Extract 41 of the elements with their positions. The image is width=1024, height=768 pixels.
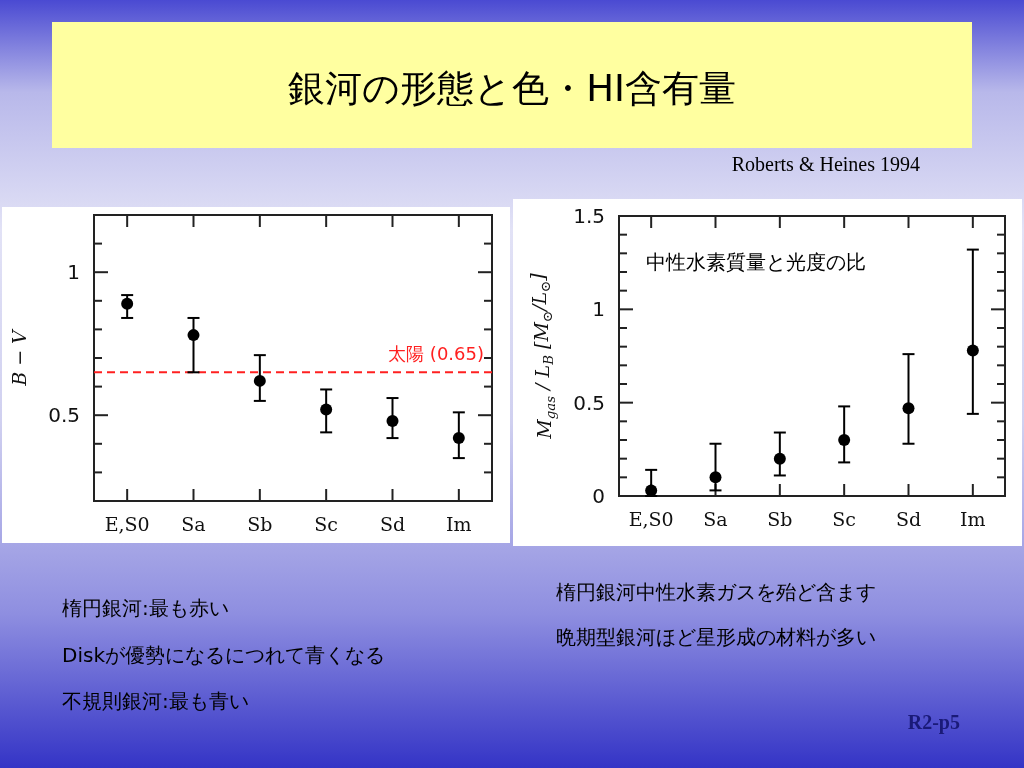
point <box>838 434 851 446</box>
point <box>902 402 915 415</box>
y-tick-label: 1 <box>592 297 605 322</box>
ref-line: 太陽 (0.65) <box>93 343 493 374</box>
point <box>773 452 786 465</box>
point <box>386 414 399 427</box>
y-tick-label: 0.5 <box>48 403 80 428</box>
x-tick-label: Sa <box>181 513 206 535</box>
x-tick-label: Sb <box>767 508 793 530</box>
point <box>709 471 722 484</box>
x-tick-label: Sa <box>703 508 728 530</box>
x-tick-label: Sd <box>379 513 406 535</box>
text: 楕円銀河中性水素ガスを殆ど含ます <box>556 580 876 604</box>
text: 晩期型銀河ほど星形成の材料が多い <box>556 625 876 649</box>
y-tick-label: 0.5 <box>573 390 605 415</box>
x-tick-label: E,S0 <box>104 513 150 535</box>
x-tick-label: Sc <box>314 513 338 535</box>
text: Diskが優勢になるにつれて青くなる <box>62 643 385 667</box>
y-axis-title: B − V <box>8 327 30 387</box>
y-tick-label: 1 <box>67 260 80 285</box>
x-tick-label: Sd <box>895 508 922 530</box>
chart-title: 銀河の形態と色・HI含有量 <box>288 67 736 110</box>
ref-line-label: 太陽 (0.65) <box>388 343 484 365</box>
x-tick-label: Sc <box>832 508 856 530</box>
point <box>253 374 266 387</box>
text: Roberts & Heines 1994 <box>731 153 920 175</box>
annotation: 中性水素質量と光度の比 <box>646 250 866 274</box>
y-tick-label: 0 <box>592 484 605 508</box>
x-tick-label: Im <box>446 513 472 535</box>
point <box>966 344 979 357</box>
text: R2-p5 <box>907 711 960 734</box>
point <box>187 329 200 342</box>
text: 楕円銀河:最も赤い <box>62 596 229 620</box>
point <box>121 297 134 310</box>
x-tick-label: Im <box>960 508 986 530</box>
x-tick-label: E,S0 <box>628 508 674 530</box>
text: 不規則銀河:最も青い <box>62 689 249 713</box>
y-tick-label: 1.5 <box>573 204 605 228</box>
point <box>320 403 333 416</box>
x-tick-label: Sb <box>247 513 273 535</box>
point <box>452 432 465 445</box>
